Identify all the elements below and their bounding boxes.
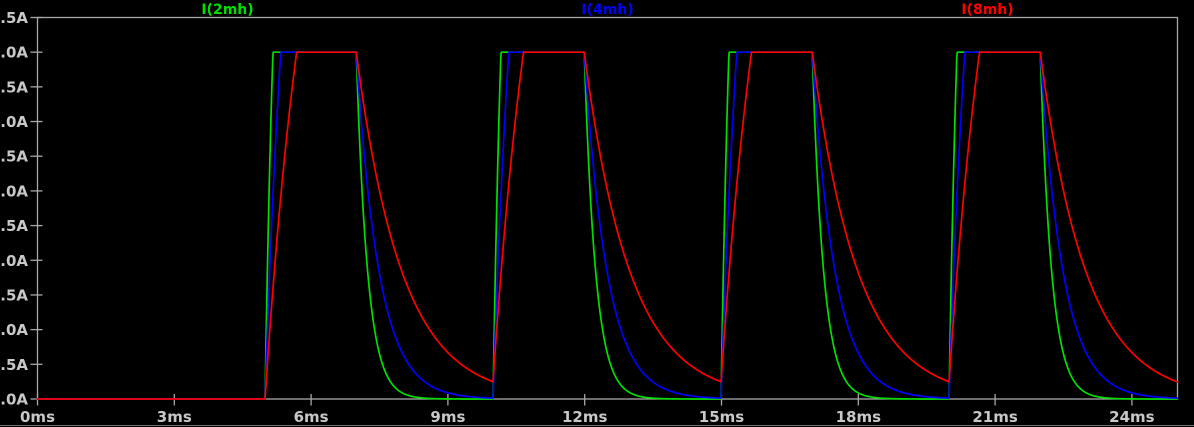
- x-axis-tick-label: 15ms: [699, 408, 745, 426]
- trace-4mh: [36, 51, 1179, 400]
- trace-2mh: [36, 51, 1179, 400]
- plot-border: [36, 16, 1179, 400]
- x-axis-tick-label: 6ms: [294, 408, 329, 426]
- legend-label-i2mh[interactable]: I(2mh): [201, 2, 253, 18]
- trace-8mh: [36, 51, 1179, 400]
- y-axis-tick-label: 1.5A: [0, 286, 28, 304]
- legend-label-i4mh[interactable]: I(4mh): [581, 2, 633, 18]
- x-axis-tick-label: 18ms: [836, 408, 882, 426]
- y-axis-tick-label: 0.5A: [0, 356, 28, 374]
- x-axis-tick-label: 3ms: [157, 408, 192, 426]
- y-axis-tick-label: 3.0A: [0, 182, 28, 200]
- axes: 0ms 3ms 6ms 9ms 12ms 15ms 18ms 21ms 24ms 0.0A 0.5A…: [0, 9, 1179, 426]
- y-axis-tick-label: 4.5A: [0, 78, 28, 96]
- x-axis-tick-label: 12ms: [562, 408, 608, 426]
- x-axis-tick-label: 21ms: [972, 408, 1018, 426]
- y-axis-tick-label: 2.0A: [0, 252, 28, 270]
- y-axis-tick-label: 1.0A: [0, 321, 28, 339]
- x-axis-tick-label: 24ms: [1109, 408, 1155, 426]
- y-axis-tick-label: 5.5A: [0, 9, 28, 27]
- y-axis-tick-label: 2.5A: [0, 217, 28, 235]
- y-axis-tick-label: 5.0A: [0, 44, 28, 62]
- legend-label-i8mh[interactable]: I(8mh): [961, 2, 1013, 18]
- legend: I(2mh) I(4mh) I(8mh): [201, 2, 1013, 18]
- x-axis-tick-label: 9ms: [430, 408, 465, 426]
- x-axis-tick-label: 0ms: [20, 408, 55, 426]
- y-axis-tick-label: 4.0A: [0, 113, 28, 131]
- y-axis-tick-label: 0.0A: [0, 391, 28, 409]
- traces: [36, 51, 1179, 400]
- y-axis-tick-label: 3.5A: [0, 148, 28, 166]
